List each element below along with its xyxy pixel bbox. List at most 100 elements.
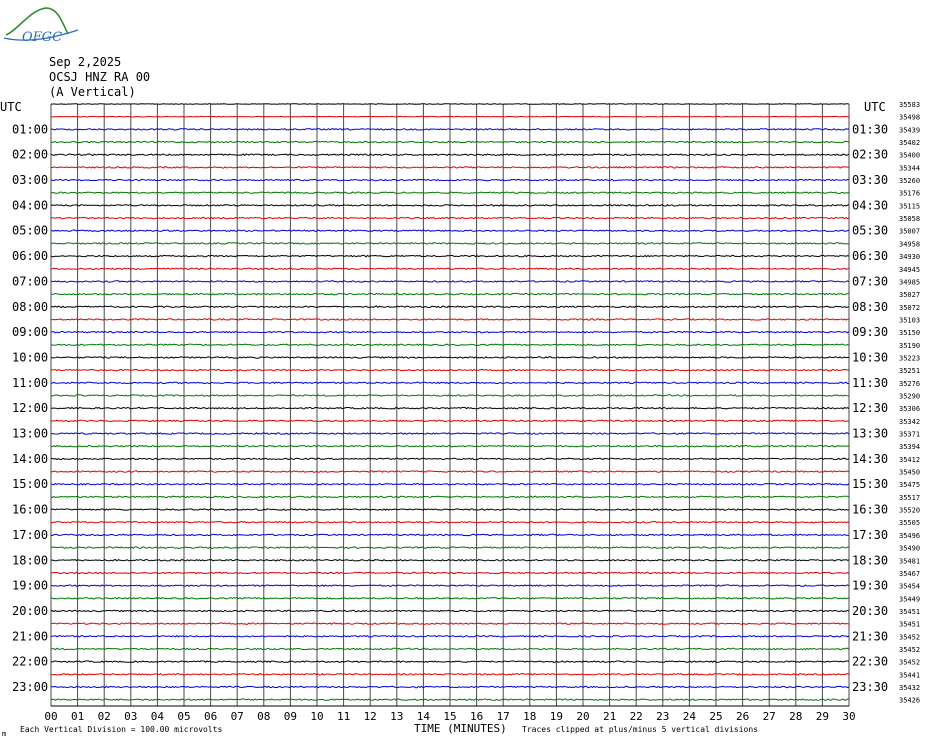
right-time-label: 19:30 <box>852 579 888 593</box>
seismic-trace <box>50 292 850 296</box>
left-time-label: 17:00 <box>12 528 48 542</box>
left-time-label: 04:00 <box>12 198 48 212</box>
left-time-label: 23:00 <box>12 680 48 694</box>
row-value-label: 35007 <box>899 228 920 236</box>
x-tick-label: 10 <box>310 710 323 723</box>
x-tick-label: 08 <box>257 710 270 723</box>
seismic-trace <box>50 128 850 131</box>
seismic-trace <box>50 596 850 600</box>
left-time-label: 15:00 <box>12 477 48 491</box>
seismic-trace <box>50 305 850 309</box>
x-tick-label: 09 <box>284 710 297 723</box>
row-value-label: 35451 <box>899 608 920 616</box>
seismic-trace <box>51 571 850 575</box>
row-value-label: 35439 <box>899 126 920 134</box>
seismic-trace <box>50 609 850 613</box>
row-value-label: 35467 <box>899 570 920 578</box>
x-tick-label: 02 <box>98 710 111 723</box>
x-tick-label: 06 <box>204 710 217 723</box>
row-value-label: 35452 <box>899 633 920 641</box>
x-tick-label: 00 <box>44 710 57 723</box>
seismic-trace <box>50 470 850 473</box>
left-time-label: 12:00 <box>12 401 48 415</box>
seismic-trace <box>50 267 850 271</box>
row-value-label: 35176 <box>899 190 920 198</box>
row-value-label: 35520 <box>899 507 920 515</box>
row-value-label: 35402 <box>899 139 920 147</box>
x-tick-label: 29 <box>816 710 829 723</box>
row-value-label: 35072 <box>899 304 920 312</box>
x-tick-label: 24 <box>683 710 697 723</box>
right-time-label: 21:30 <box>852 629 888 643</box>
x-tick-label: 30 <box>842 710 855 723</box>
row-value-label: 35342 <box>899 418 920 426</box>
row-value-label: 35441 <box>899 671 920 679</box>
right-time-label: 13:30 <box>852 427 888 441</box>
seismic-trace <box>50 115 850 118</box>
x-tick-label: 22 <box>630 710 643 723</box>
left-time-label: 19:00 <box>12 579 48 593</box>
x-tick-label: 12 <box>364 710 377 723</box>
row-value-label: 35432 <box>899 684 920 692</box>
right-time-label: 15:30 <box>852 477 888 491</box>
row-value-label: 35371 <box>899 431 920 439</box>
seismic-trace <box>50 698 850 701</box>
seismic-trace <box>50 622 850 625</box>
row-value-label: 34985 <box>899 278 920 286</box>
seismic-trace <box>50 394 850 397</box>
row-value-label: 35475 <box>899 481 920 489</box>
x-tick-label: 27 <box>763 710 776 723</box>
x-tick-label: 11 <box>337 710 350 723</box>
left-time-label: 02:00 <box>12 148 48 162</box>
left-time-label: 21:00 <box>12 629 48 643</box>
row-value-label: 34958 <box>899 240 920 248</box>
row-value-label: 35583 <box>899 101 920 109</box>
left-time-label: 09:00 <box>12 325 48 339</box>
right-time-label: 06:30 <box>852 249 888 263</box>
row-value-label: 35505 <box>899 519 920 527</box>
seismic-trace <box>51 482 850 486</box>
seismic-trace <box>50 216 850 220</box>
row-value-label: 35490 <box>899 545 920 553</box>
x-tick-label: 14 <box>417 710 431 723</box>
row-value-label: 35452 <box>899 659 920 667</box>
seismic-trace <box>51 153 850 157</box>
right-time-label: 08:30 <box>852 300 888 314</box>
station-logo: OFGC <box>3 7 79 45</box>
row-value-label: 35276 <box>899 380 920 388</box>
x-tick-label: 15 <box>443 710 456 723</box>
x-tick-label: 17 <box>497 710 510 723</box>
mountain-logo-icon <box>5 7 69 36</box>
seismic-trace <box>50 660 850 663</box>
x-tick-label: 01 <box>71 710 84 723</box>
x-tick-label: 20 <box>576 710 589 723</box>
x-tick-label: 23 <box>656 710 669 723</box>
seismic-trace <box>50 546 850 549</box>
seismic-trace <box>50 178 850 182</box>
row-value-label: 35451 <box>899 621 920 629</box>
logo-swoosh-icon <box>3 29 79 41</box>
row-value-label: 35344 <box>899 164 920 172</box>
seismic-trace <box>50 343 850 347</box>
x-tick-label: 18 <box>523 710 536 723</box>
seismic-trace <box>50 508 850 511</box>
component-label: (A Vertical) <box>49 85 136 99</box>
row-value-label: 35290 <box>899 393 920 401</box>
seismic-trace <box>51 584 850 587</box>
seismic-trace <box>50 368 850 372</box>
row-value-label: 35454 <box>899 583 920 591</box>
row-value-label: 35452 <box>899 646 920 654</box>
row-value-label: 35400 <box>899 152 920 160</box>
row-value-label: 35481 <box>899 557 920 565</box>
seismic-trace <box>50 520 850 524</box>
seismic-trace <box>50 103 850 105</box>
row-value-label: 35103 <box>899 317 920 325</box>
x-tick-label: 03 <box>124 710 137 723</box>
left-time-label: 16:00 <box>12 503 48 517</box>
row-value-label: 35517 <box>899 494 920 502</box>
seismic-trace <box>50 204 850 207</box>
left-time-label: 22:00 <box>12 655 48 669</box>
row-value-label: 35027 <box>899 291 920 299</box>
clip-note: Traces clipped at plus/minus 5 vertical … <box>522 725 758 734</box>
